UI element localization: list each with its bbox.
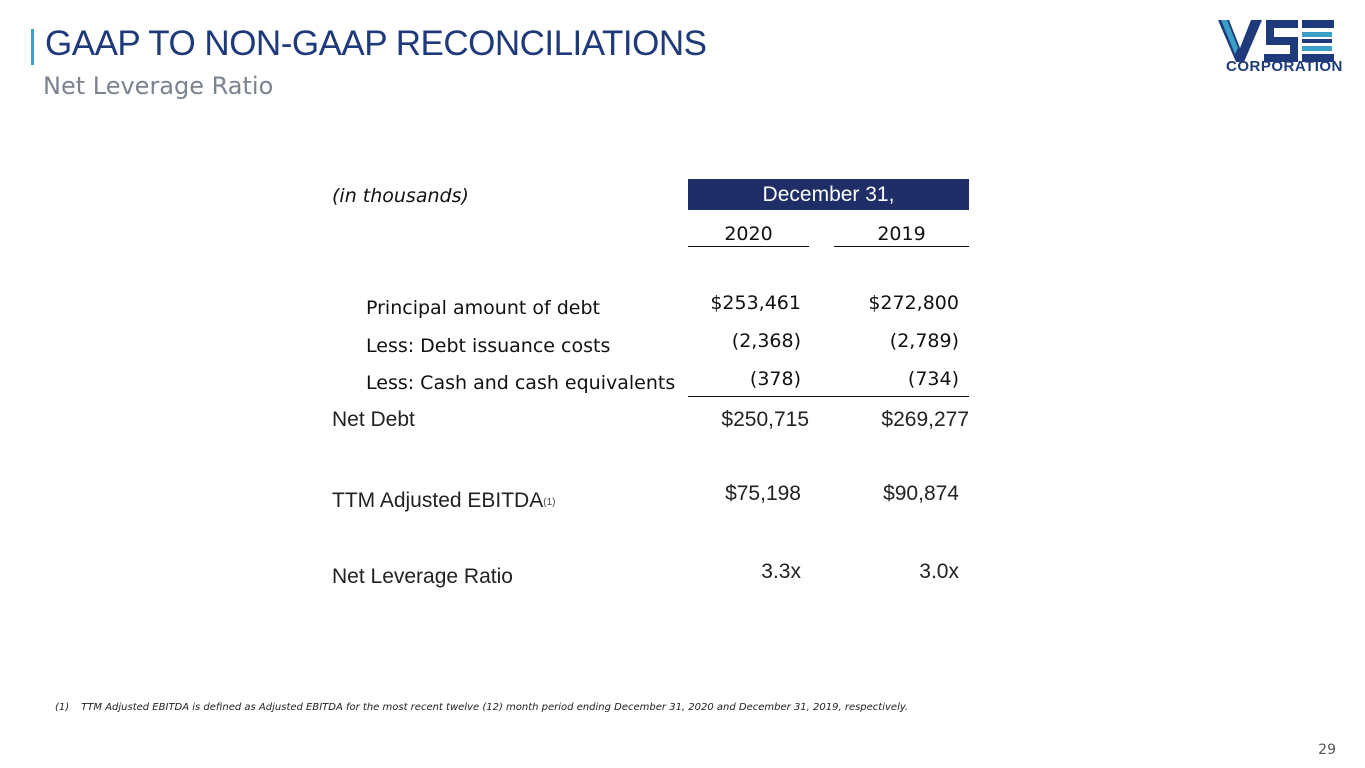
footnote-reference: (1) — [543, 497, 556, 508]
row-value-principal-debt-2020: $253,461 — [710, 292, 801, 314]
row-value-cash-equivalents-2020: (378) — [749, 368, 801, 390]
row-value-net-leverage-2019: 3.0x — [919, 560, 959, 583]
column-header-2020: 2020 — [724, 223, 773, 245]
title-accent-bar — [31, 29, 34, 65]
row-value-ebitda-2019: $90,874 — [883, 482, 959, 505]
row-label-net-leverage-ratio: Net Leverage Ratio — [332, 565, 513, 588]
column-underline-2019 — [834, 246, 969, 247]
footnote-marker: (1) — [55, 702, 70, 713]
period-header: December 31, — [762, 183, 895, 206]
logo-wordmark: CORPORATION — [1226, 58, 1343, 75]
row-label-ttm-adjusted-ebitda: TTM Adjusted EBITDA(1) — [332, 489, 555, 513]
row-value-ebitda-2020: $75,198 — [725, 482, 801, 505]
row-value-cash-equivalents-2019: (734) — [907, 368, 959, 390]
row-value-net-leverage-2020: 3.3x — [761, 560, 801, 583]
footnote-text: TTM Adjusted EBITDA is defined as Adjust… — [81, 702, 909, 713]
vse-logo — [1218, 20, 1334, 62]
page-number: 29 — [1318, 742, 1336, 758]
row-label-net-debt: Net Debt — [332, 408, 415, 431]
column-underline-2020 — [688, 246, 809, 247]
row-value-net-debt-2019: $269,277 — [881, 408, 969, 431]
subtotal-rule — [688, 396, 969, 397]
row-value-debt-issuance-costs-2019: (2,789) — [889, 330, 959, 352]
units-label: (in thousands) — [332, 185, 469, 207]
row-value-debt-issuance-costs-2020: (2,368) — [731, 330, 801, 352]
ebitda-label-text: TTM Adjusted EBITDA — [332, 489, 544, 512]
row-value-principal-debt-2019: $272,800 — [868, 292, 959, 314]
row-value-net-debt-2020: $250,715 — [721, 408, 809, 431]
footnote: (1) TTM Adjusted EBITDA is defined as Adj… — [55, 702, 908, 713]
row-label-cash-equivalents: Less: Cash and cash equivalents — [366, 372, 676, 394]
column-header-2019: 2019 — [877, 223, 926, 245]
period-header-box — [688, 179, 969, 210]
page-title: GAAP TO NON-GAAP RECONCILIATIONS — [45, 24, 707, 63]
page-subtitle: Net Leverage Ratio — [43, 72, 274, 100]
row-label-debt-issuance-costs: Less: Debt issuance costs — [366, 335, 611, 357]
row-label-principal-debt: Principal amount of debt — [366, 297, 600, 319]
